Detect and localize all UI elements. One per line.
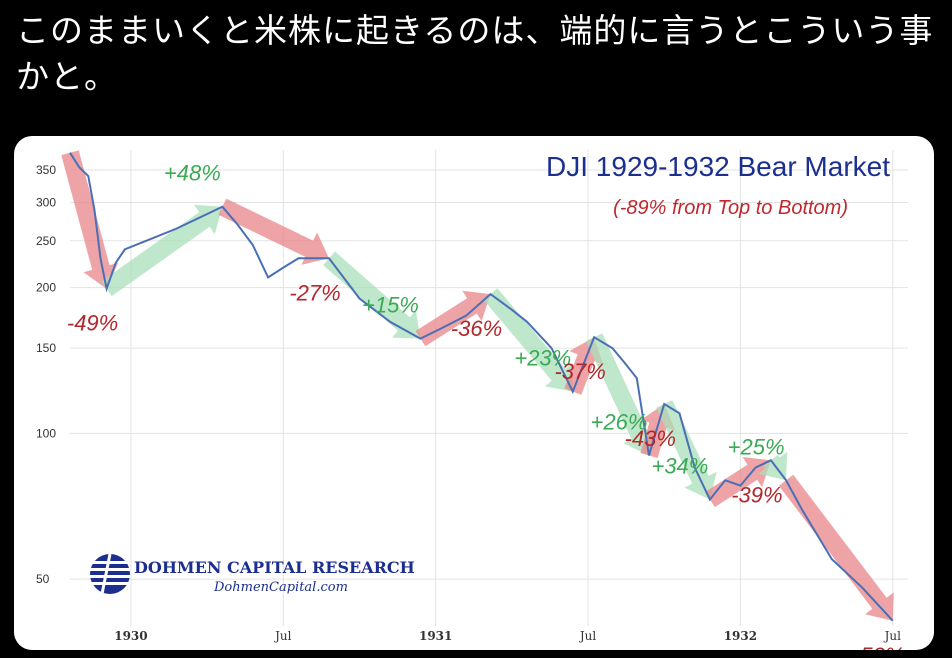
y-tick-label: 350 (36, 163, 56, 177)
watermark-company: DOHMEN CAPITAL RESEARCH (134, 558, 415, 577)
x-tick-label: 1932 (724, 629, 757, 643)
x-tick-label: Jul (273, 629, 292, 643)
y-tick-label: 250 (36, 234, 56, 248)
rally-label: +48% (164, 161, 221, 186)
decline-label: -49% (67, 311, 118, 336)
y-tick-label: 200 (36, 281, 56, 295)
decline-label: -37% (554, 359, 605, 384)
rally-label: +26% (591, 410, 648, 435)
up-arrow (656, 400, 717, 500)
rally-label: +15% (362, 293, 419, 318)
move-arrows (61, 150, 894, 621)
decline-label: -36% (451, 316, 502, 341)
chart-subtitle: (-89% from Top to Bottom) (613, 197, 848, 219)
x-tick-label: 1931 (419, 629, 452, 643)
up-arrow (101, 204, 223, 297)
chart-title: DJI 1929-1932 Bear Market (546, 151, 890, 182)
decline-label: -39% (731, 482, 782, 507)
down-arrow (218, 198, 329, 265)
decline-label: -53% (853, 643, 904, 650)
dohmen-globe-icon (88, 553, 130, 595)
x-tick-label: Jul (883, 629, 902, 643)
up-arrow (323, 251, 421, 339)
y-tick-label: 50 (36, 572, 50, 586)
y-tick-label: 100 (36, 426, 56, 440)
post-text: このままいくと米株に起きるのは、端的に言うとこういう事かと。 (16, 11, 934, 96)
up-arrow (586, 333, 657, 456)
decline-label: -43% (625, 426, 676, 451)
rally-label: +23% (514, 346, 571, 371)
x-tick-label: 1930 (114, 629, 147, 643)
down-arrow (778, 474, 894, 621)
rally-label: +25% (728, 434, 785, 459)
x-tick-label: Jul (578, 629, 597, 643)
up-arrow (483, 288, 573, 392)
chart-card[interactable]: 350 300 250 200 150 100 50 1930 Jul 1931 Jul 1932 Ju… (14, 136, 934, 650)
y-tick-label: 150 (36, 341, 56, 355)
decline-label: -27% (289, 280, 340, 305)
y-tick-label: 300 (36, 195, 56, 209)
down-arrow (61, 150, 119, 289)
dji-series-line (69, 152, 894, 622)
watermark-url: DohmenCapital.com (214, 580, 348, 595)
watermark-logo: DOHMEN CAPITAL RESEARCH DohmenCapital.co… (88, 552, 448, 602)
rally-label: +34% (651, 454, 708, 479)
dji-bear-market-chart: 350 300 250 200 150 100 50 1930 Jul 1931 Jul 1932 Ju… (36, 150, 908, 650)
